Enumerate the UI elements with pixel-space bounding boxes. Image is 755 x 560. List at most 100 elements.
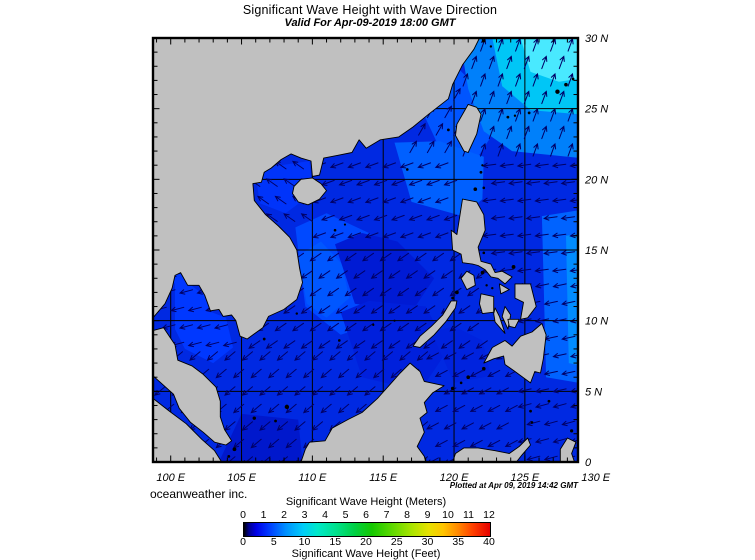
island-dot: [459, 381, 463, 385]
island-dot: [479, 170, 483, 174]
x-tick-label: 105 E: [227, 472, 256, 484]
island-dot: [511, 265, 516, 269]
island-dot: [482, 251, 486, 255]
island-dot: [571, 77, 575, 81]
island-dot: [343, 223, 347, 226]
meters-tick-label: 6: [363, 509, 369, 521]
island-dot: [284, 404, 290, 410]
feet-tick-label: 30: [421, 536, 434, 548]
colorbar-gradient: [243, 522, 491, 537]
feet-tick-label: 0: [240, 536, 246, 548]
island-dot: [555, 89, 560, 94]
island-dot: [482, 39, 486, 43]
island-dot: [446, 128, 450, 132]
island-dot: [513, 114, 517, 117]
land-bohol: [507, 318, 520, 329]
tick-layer: [154, 39, 577, 461]
land-mindoro: [460, 270, 476, 291]
island-dot: [589, 55, 592, 58]
land-taiwan: [455, 103, 482, 153]
wave-region: [335, 233, 435, 313]
colorbar-title-feet: Significant Wave Height (Feet): [291, 548, 441, 560]
land-masbate: [498, 283, 510, 295]
island-dot: [227, 454, 231, 458]
meters-tick-label: 10: [442, 509, 454, 521]
land-mainland_asia: [152, 37, 480, 340]
chart-subtitle: Valid For Apr-09-2019 18:00 GMT: [284, 17, 456, 29]
feet-tick-label: 40: [483, 536, 495, 548]
plotted-timestamp: Plotted at Apr 09, 2019 14:42 GMT: [449, 481, 578, 490]
island-dot: [491, 286, 494, 290]
x-tick-label: 130 E: [581, 472, 610, 484]
y-tick-label: 5 N: [585, 386, 602, 398]
meters-tick-label: 11: [463, 509, 474, 521]
island-dot: [530, 421, 534, 424]
meters-tick-label: 5: [342, 509, 349, 521]
island-dot: [252, 416, 256, 420]
land-hainan: [292, 177, 327, 206]
island-dot: [262, 337, 266, 341]
island-dot: [454, 290, 459, 295]
y-tick-label: 15 N: [585, 245, 608, 257]
meters-tick-label: 1: [260, 509, 267, 521]
wave-region: [431, 326, 491, 383]
wave-region: [566, 233, 579, 366]
island-dot: [333, 228, 337, 232]
island-dot: [570, 429, 574, 433]
meters-tick-label: 4: [322, 509, 328, 521]
land-sulawesi: [452, 437, 531, 463]
meters-tick-label: 12: [483, 509, 495, 521]
island-dot: [451, 296, 455, 300]
island-dot: [232, 447, 237, 452]
wave-region: [218, 413, 303, 462]
island-dot: [295, 312, 298, 315]
feet-tick-label: 10: [298, 536, 311, 548]
island-dot: [527, 111, 531, 115]
island-dot: [337, 339, 341, 342]
feet-tick-label: 35: [452, 536, 465, 548]
x-tick-label: 100 E: [156, 472, 185, 484]
chart-title: Significant Wave Height with Wave Direct…: [242, 3, 498, 17]
land-negros: [493, 307, 506, 334]
island-dot: [564, 82, 568, 87]
island-dot: [405, 168, 409, 171]
axis-labels: 100 E 105 E 110 E 115 E 120 E 125 E 130 E 0 5 N 1…: [156, 33, 610, 484]
land-borneo: [300, 362, 445, 463]
map-frame: [151, 36, 580, 464]
land-malay_peninsula: [152, 327, 233, 446]
y-tick-label: 10 N: [585, 316, 608, 328]
x-tick-label: 125 E: [511, 472, 540, 484]
x-tick-label: 115 E: [369, 472, 398, 484]
island-dot: [372, 323, 375, 327]
y-tick-label: 30 N: [585, 33, 608, 45]
feet-tick-label: 5: [270, 536, 277, 548]
meters-tick-label: 3: [301, 509, 308, 521]
wave-region: [340, 300, 449, 392]
land-mindanao: [483, 323, 547, 384]
island-dot: [582, 60, 586, 64]
wave-arrows-philippine-sea: [481, 162, 579, 274]
island-dot: [489, 45, 493, 48]
land-layer: [152, 37, 592, 463]
wave-region: [520, 38, 579, 82]
feet-tick-label: 20: [360, 536, 372, 548]
feet-tick-label: 15: [329, 536, 342, 548]
island-dot: [466, 375, 471, 380]
land-luzon: [450, 198, 513, 285]
land-samar_leyte: [514, 283, 537, 320]
y-tick-label: 20 N: [584, 174, 608, 186]
colorbar-title-meters: Significant Wave Height (Meters): [285, 496, 447, 508]
feet-tick-label: 25: [390, 536, 403, 548]
island-dot: [480, 270, 485, 275]
island-dot: [506, 115, 510, 119]
oceanweather-credit: oceanweather inc.: [150, 487, 248, 501]
land-panay: [479, 293, 495, 315]
island-dot: [529, 409, 532, 413]
island-dot: [547, 399, 551, 403]
meters-tick-label: 7: [383, 509, 390, 521]
island-dot: [485, 284, 488, 287]
island-dot: [482, 186, 486, 190]
meters-tick-label: 2: [281, 509, 287, 521]
